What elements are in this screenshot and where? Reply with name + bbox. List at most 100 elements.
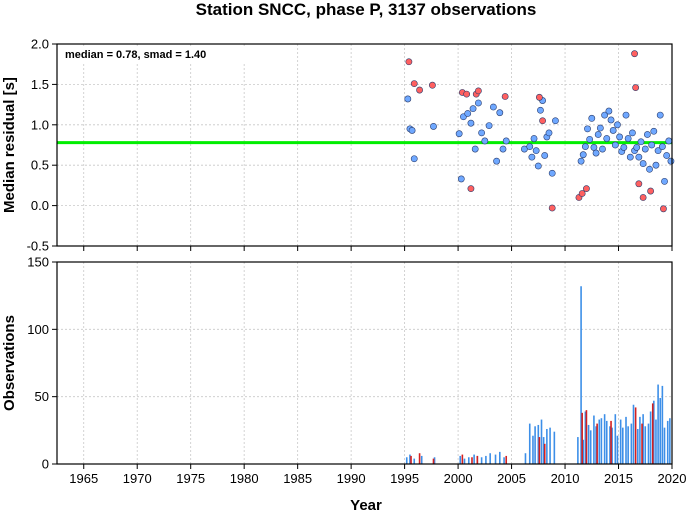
observation-bar (609, 426, 611, 464)
residual-point (537, 106, 544, 114)
residual-point (467, 119, 475, 127)
residual-point (605, 107, 613, 115)
observation-bar (433, 457, 436, 464)
residual-point (607, 116, 615, 124)
observations-grid (57, 262, 672, 464)
observation-bar (639, 416, 641, 464)
residual-point (478, 129, 486, 137)
residual-grid (57, 44, 672, 246)
outlier-bar (581, 412, 583, 464)
residual-point (658, 143, 666, 151)
residual-point (626, 153, 634, 161)
outlier-bar (651, 403, 654, 464)
residual-point (548, 169, 556, 177)
residual-point (648, 141, 656, 149)
residual-point (667, 157, 675, 165)
residual-point (622, 111, 630, 119)
residual-point (577, 157, 585, 165)
observation-bar (467, 457, 470, 464)
observation-bar (611, 427, 613, 464)
outlier-point (631, 50, 638, 58)
residual-point (633, 144, 641, 151)
outlier-bar (610, 420, 612, 464)
observation-bar (580, 286, 582, 464)
chart-title: Station SNCC, phase P, 3137 observations (196, 0, 537, 19)
residual-point (471, 145, 479, 153)
residual-point (530, 135, 538, 142)
observation-bar (616, 435, 619, 464)
residual-point (475, 99, 482, 107)
residual-point (410, 155, 418, 163)
outlier-point (475, 87, 482, 95)
residual-point (499, 145, 507, 153)
outlier-point (463, 90, 471, 98)
residual-point (493, 157, 500, 165)
observation-bar (577, 437, 579, 464)
x-tick-label: 2020 (658, 471, 687, 486)
observations-y-axis-label: Observations (1, 315, 18, 411)
observations-frame (56, 261, 673, 465)
residual-point (496, 109, 504, 117)
x-tick-label: 2005 (497, 471, 526, 486)
observations-y-tick-label: 50 (35, 389, 49, 404)
residual-point (644, 131, 651, 138)
x-tick-label: 1975 (176, 471, 205, 486)
residual-x-ticks (83, 246, 673, 251)
observation-bar (669, 418, 671, 464)
observations-y-ticks: 150 100 50 0 (27, 255, 57, 472)
observation-bar (642, 414, 644, 464)
outlier-bar (418, 453, 421, 464)
outlier-point (548, 204, 556, 212)
observation-bar (593, 415, 595, 464)
outlier-bar (634, 407, 637, 464)
outlier-point (639, 194, 647, 201)
residual-point (629, 129, 636, 137)
residual-point (601, 111, 609, 119)
residual-point (408, 127, 416, 134)
observation-bars (405, 286, 671, 464)
observation-bar (524, 453, 527, 464)
observation-bar (532, 435, 534, 464)
observation-bar (625, 416, 627, 464)
outlier-point (416, 86, 423, 94)
outlier-point (632, 84, 640, 92)
residual-point (663, 152, 671, 159)
observation-bar (480, 457, 483, 464)
residual-frame (56, 43, 673, 247)
x-tick-label: 1985 (283, 471, 312, 486)
observation-bar (636, 428, 639, 464)
residual-point (590, 144, 598, 151)
outlier-bar (505, 455, 508, 464)
observation-bar (649, 411, 652, 464)
observation-bar (463, 458, 466, 464)
observation-bar (598, 419, 601, 464)
observation-bar (655, 419, 657, 464)
residual-point (584, 125, 591, 133)
observation-bar (622, 427, 624, 464)
residual-y-tick-label: 0.0 (31, 198, 49, 213)
outlier-bar (461, 454, 464, 464)
residual-point (652, 161, 660, 169)
outlier-point (539, 117, 546, 125)
observation-bar (420, 455, 423, 464)
observation-bar (587, 424, 590, 464)
x-tick-label: 1965 (69, 471, 98, 486)
observation-bar (534, 426, 536, 464)
x-tick-label: 2000 (444, 471, 473, 486)
stats-box (62, 46, 280, 62)
observation-bar (644, 426, 647, 464)
outlier-bar (641, 423, 643, 464)
x-axis-label: Year (350, 497, 382, 511)
outlier-bar (476, 455, 479, 464)
observation-bar (546, 428, 548, 464)
residual-point (464, 110, 472, 117)
residual-point (609, 127, 617, 134)
residual-y-tick-label: 2.0 (31, 37, 49, 52)
x-tick-label: 1995 (390, 471, 419, 486)
observation-bar (485, 455, 487, 464)
residual-point (457, 175, 465, 183)
residual-point (489, 103, 497, 111)
residual-point (596, 124, 604, 132)
residual-point (646, 165, 653, 173)
outlier-point (647, 187, 655, 195)
